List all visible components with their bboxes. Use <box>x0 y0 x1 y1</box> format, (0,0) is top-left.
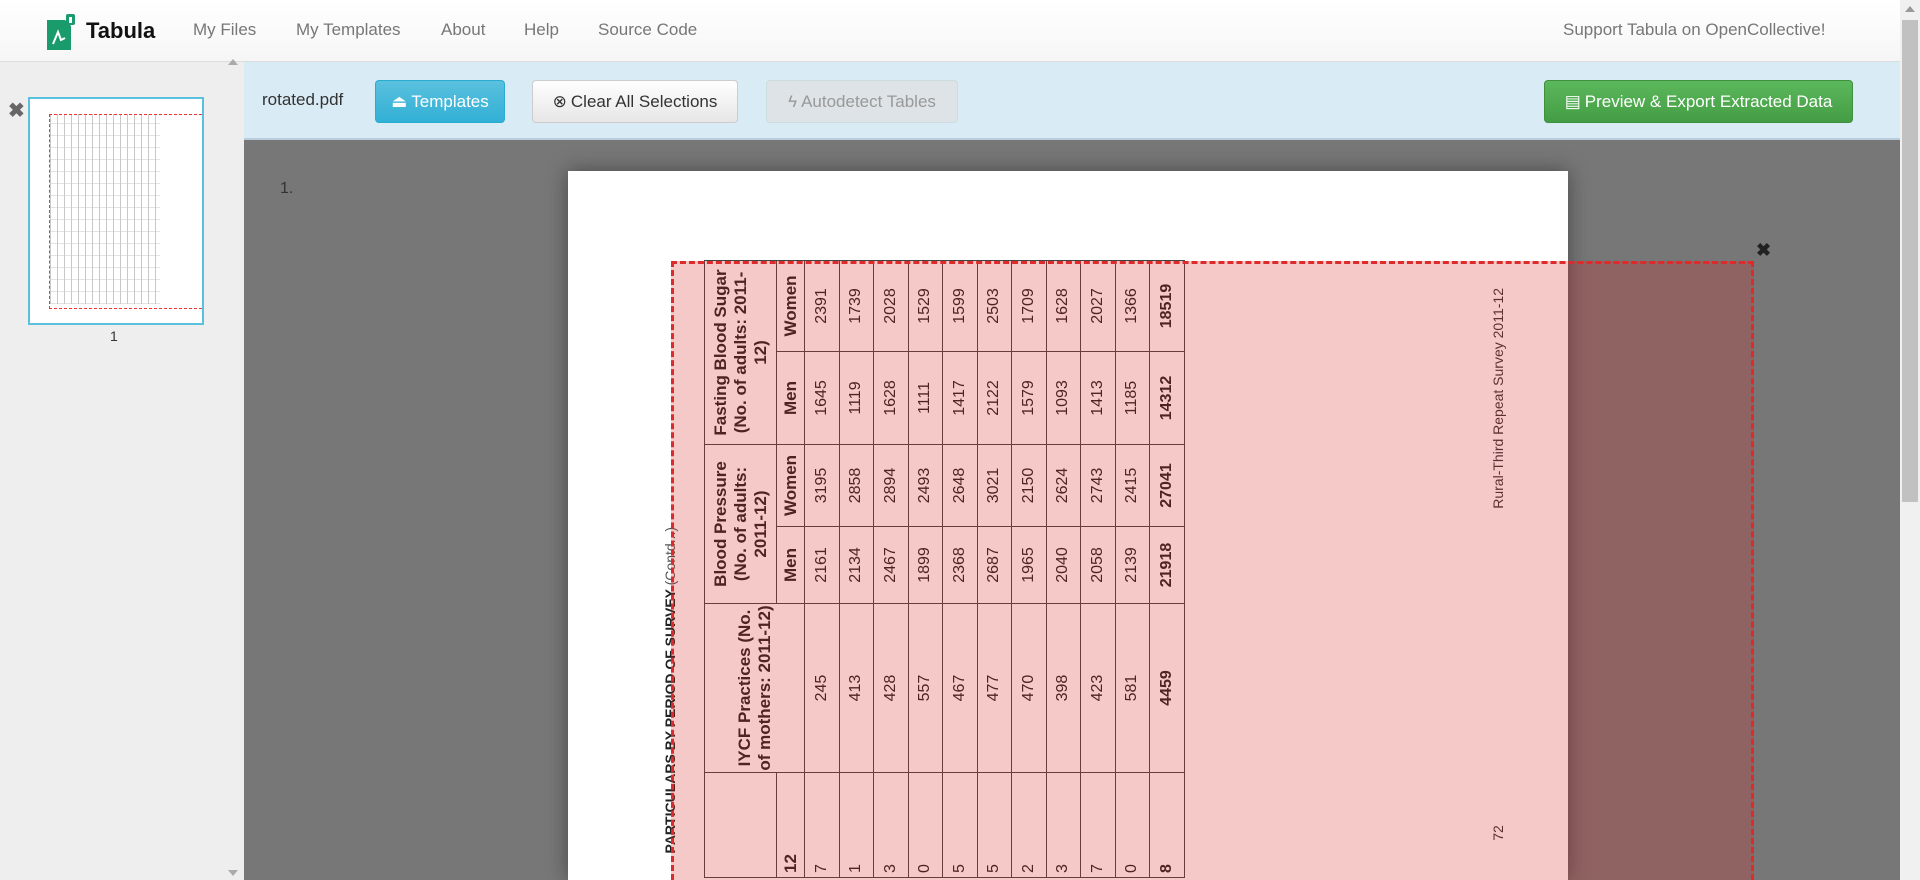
templates-button[interactable]: ⏏ Templates <box>375 80 505 123</box>
delete-page-icon[interactable]: ✖ <box>8 100 25 122</box>
support-link[interactable]: Support Tabula on OpenCollective! <box>1563 20 1826 39</box>
navbar: Tabula My Files My Templates About Help … <box>0 0 1900 62</box>
thumbnail-label: 1 <box>110 328 118 344</box>
clear-circle-icon: ⊗ <box>552 91 567 111</box>
nav-source-code[interactable]: Source Code <box>598 20 698 39</box>
close-selection-icon[interactable]: ✖ <box>1756 240 1772 260</box>
template-icon: ⏏ <box>391 91 408 111</box>
table-selection[interactable] <box>671 261 1754 880</box>
thumbnail-selection <box>49 114 202 309</box>
clear-selections-button[interactable]: ⊗ Clear All Selections <box>532 80 738 123</box>
templates-label: Templates <box>411 91 489 111</box>
brand-name[interactable]: Tabula <box>86 18 156 43</box>
autodetect-tables-button[interactable]: ϟ Autodetect Tables <box>766 80 958 123</box>
clear-label: Clear All Selections <box>570 91 718 111</box>
page-scrollbar[interactable] <box>1900 0 1920 880</box>
toolbar: rotated.pdf ⏏ Templates ⊗ Clear All Select… <box>244 62 1900 140</box>
nav-my-templates[interactable]: My Templates <box>296 20 401 39</box>
sidebar-scroll-up-icon[interactable] <box>228 59 238 65</box>
scrollbar-thumb[interactable] <box>1902 20 1918 502</box>
scroll-up-icon[interactable] <box>1905 6 1915 12</box>
nav-help[interactable]: Help <box>524 20 559 39</box>
autodetect-label: Autodetect Tables <box>801 91 936 111</box>
thumbnail-table-preview <box>50 114 160 304</box>
page-number: 1. <box>280 180 294 197</box>
list-icon: ▤ <box>1564 91 1581 111</box>
lightning-icon: ϟ <box>788 91 798 111</box>
page-thumbnail[interactable] <box>28 97 204 325</box>
page-thumbnails-sidebar: ✖ 1 <box>0 59 244 880</box>
filename: rotated.pdf <box>262 90 344 109</box>
pdf-page[interactable] <box>568 171 1568 880</box>
sidebar-scroll-down-icon[interactable] <box>228 870 238 876</box>
nav-my-files[interactable]: My Files <box>193 20 257 39</box>
export-label: Preview & Export Extracted Data <box>1584 91 1833 111</box>
preview-export-button[interactable]: ▤ Preview & Export Extracted Data <box>1544 80 1853 123</box>
tabula-logo-icon[interactable] <box>47 14 77 50</box>
pdf-viewer: 1. PARTICULARS BY PERIOD OF SURVEY (Cont… <box>244 140 1900 880</box>
nav-about[interactable]: About <box>441 20 486 39</box>
